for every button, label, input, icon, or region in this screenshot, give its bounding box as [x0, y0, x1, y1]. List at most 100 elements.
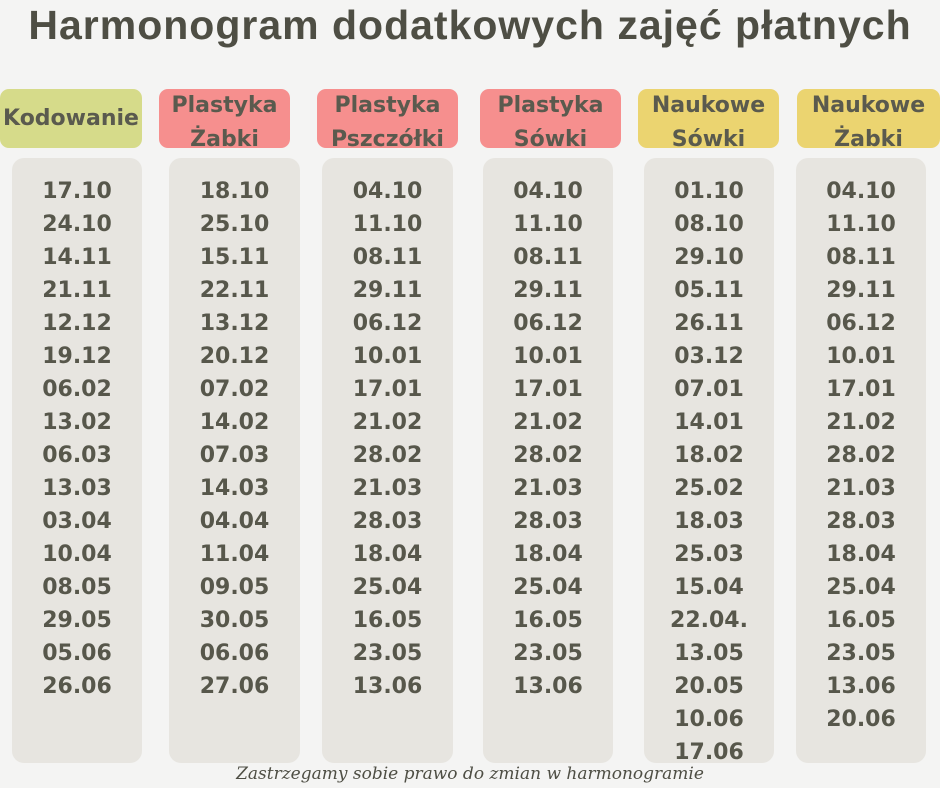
date: 13.05 [674, 641, 744, 666]
date-column: 18.10 25.10 15.11 22.11 13.12 20.12 07.02 14.02… [169, 158, 300, 763]
date: 17.01 [826, 377, 896, 402]
date: 15.04 [674, 575, 744, 600]
date: 08.10 [674, 212, 744, 237]
date: 07.03 [199, 443, 270, 468]
date: 28.03 [352, 509, 423, 534]
column-header: Plastyka Pszczółki [317, 89, 458, 148]
date: 29.11 [826, 278, 896, 303]
date: 29.10 [674, 245, 744, 270]
date: 08.11 [352, 245, 423, 270]
date: 28.03 [513, 509, 583, 534]
date: 10.01 [826, 344, 896, 369]
date: 18.10 [199, 179, 270, 204]
date: 13.12 [199, 311, 270, 336]
date: 21.02 [352, 410, 423, 435]
date: 29.11 [352, 278, 423, 303]
date: 24.10 [42, 212, 112, 237]
date: 14.01 [674, 410, 744, 435]
date: 07.02 [199, 377, 270, 402]
date: 18.04 [352, 542, 423, 567]
date: 09.05 [199, 575, 270, 600]
date: 22.11 [199, 278, 270, 303]
date: 21.11 [42, 278, 112, 303]
date: 16.05 [826, 608, 896, 633]
date: 28.02 [826, 443, 896, 468]
date: 06.03 [42, 443, 112, 468]
date: 17.06 [674, 740, 744, 765]
date: 17.01 [513, 377, 583, 402]
date: 13.02 [42, 410, 112, 435]
date: 29.11 [513, 278, 583, 303]
date-column: 04.10 11.10 08.11 29.11 06.12 10.01 17.01 21.02… [483, 158, 613, 763]
date: 04.10 [826, 179, 896, 204]
date: 10.06 [674, 707, 744, 732]
date: 25.04 [826, 575, 896, 600]
date: 20.05 [674, 674, 744, 699]
date: 16.05 [352, 608, 423, 633]
date: 25.10 [199, 212, 270, 237]
date: 23.05 [352, 641, 423, 666]
date: 03.12 [674, 344, 744, 369]
date: 06.06 [199, 641, 270, 666]
column-header: Plastyka Żabki [159, 89, 290, 148]
date: 04.10 [513, 179, 583, 204]
date: 11.10 [513, 212, 583, 237]
date: 08.11 [826, 245, 896, 270]
date: 05.06 [42, 641, 112, 666]
date: 18.03 [674, 509, 744, 534]
date: 13.03 [42, 476, 112, 501]
date: 26.11 [674, 311, 744, 336]
header-line: Plastyka [171, 93, 278, 118]
date: 10.01 [513, 344, 583, 369]
date: 13.06 [826, 674, 896, 699]
date: 04.04 [199, 509, 270, 534]
date: 03.04 [42, 509, 112, 534]
header-line: Sówki [671, 127, 746, 148]
date: 06.12 [513, 311, 583, 336]
date: 25.04 [513, 575, 583, 600]
date: 18.04 [826, 542, 896, 567]
title: Harmonogram dodatkowych zajęć płatnych [28, 2, 912, 48]
date: 25.04 [352, 575, 423, 600]
date: 15.11 [199, 245, 270, 270]
date: 05.11 [674, 278, 744, 303]
date: 27.06 [199, 674, 270, 699]
date-column: 01.10 08.10 29.10 05.11 26.11 03.12 07.01 14.01… [644, 158, 774, 765]
header-line: Plastyka [334, 93, 441, 118]
date: 13.06 [352, 674, 423, 699]
date: 20.12 [199, 344, 270, 369]
date: 06.02 [42, 377, 112, 402]
date: 10.04 [42, 542, 112, 567]
date-column: 04.10 11.10 08.11 29.11 06.12 10.01 17.01 21.02… [322, 158, 453, 763]
column-header: Naukowe Sówki [638, 89, 779, 148]
date: 25.02 [674, 476, 744, 501]
date: 21.03 [826, 476, 896, 501]
date: 06.12 [352, 311, 423, 336]
date: 20.06 [826, 707, 896, 732]
header-line: Naukowe [811, 93, 926, 118]
footer-note: Zastrzegamy sobie prawo do zmian w harmo… [236, 764, 704, 784]
header-line: Sówki [513, 127, 588, 148]
date: 11.10 [352, 212, 423, 237]
column-header: Plastyka Sówki [480, 89, 621, 148]
date-column: 17.10 24.10 14.11 21.11 12.12 19.12 06.02 13.02… [12, 158, 142, 763]
date: 14.03 [199, 476, 270, 501]
date: 30.05 [199, 608, 270, 633]
date: 12.12 [42, 311, 112, 336]
header-line: Naukowe [651, 93, 766, 118]
date: 14.11 [42, 245, 112, 270]
date: 10.01 [352, 344, 423, 369]
date: 23.05 [826, 641, 896, 666]
column-header: Kodowanie [0, 89, 142, 148]
date: 17.10 [42, 179, 112, 204]
date: 17.01 [352, 377, 423, 402]
date: 21.03 [352, 476, 423, 501]
date: 11.04 [199, 542, 270, 567]
date: 25.03 [674, 542, 744, 567]
date: 21.02 [513, 410, 583, 435]
date: 22.04. [670, 608, 748, 633]
header-line: Plastyka [497, 93, 604, 118]
header-line: Pszczółki [331, 127, 444, 148]
date: 29.05 [42, 608, 112, 633]
date: 07.01 [674, 377, 744, 402]
